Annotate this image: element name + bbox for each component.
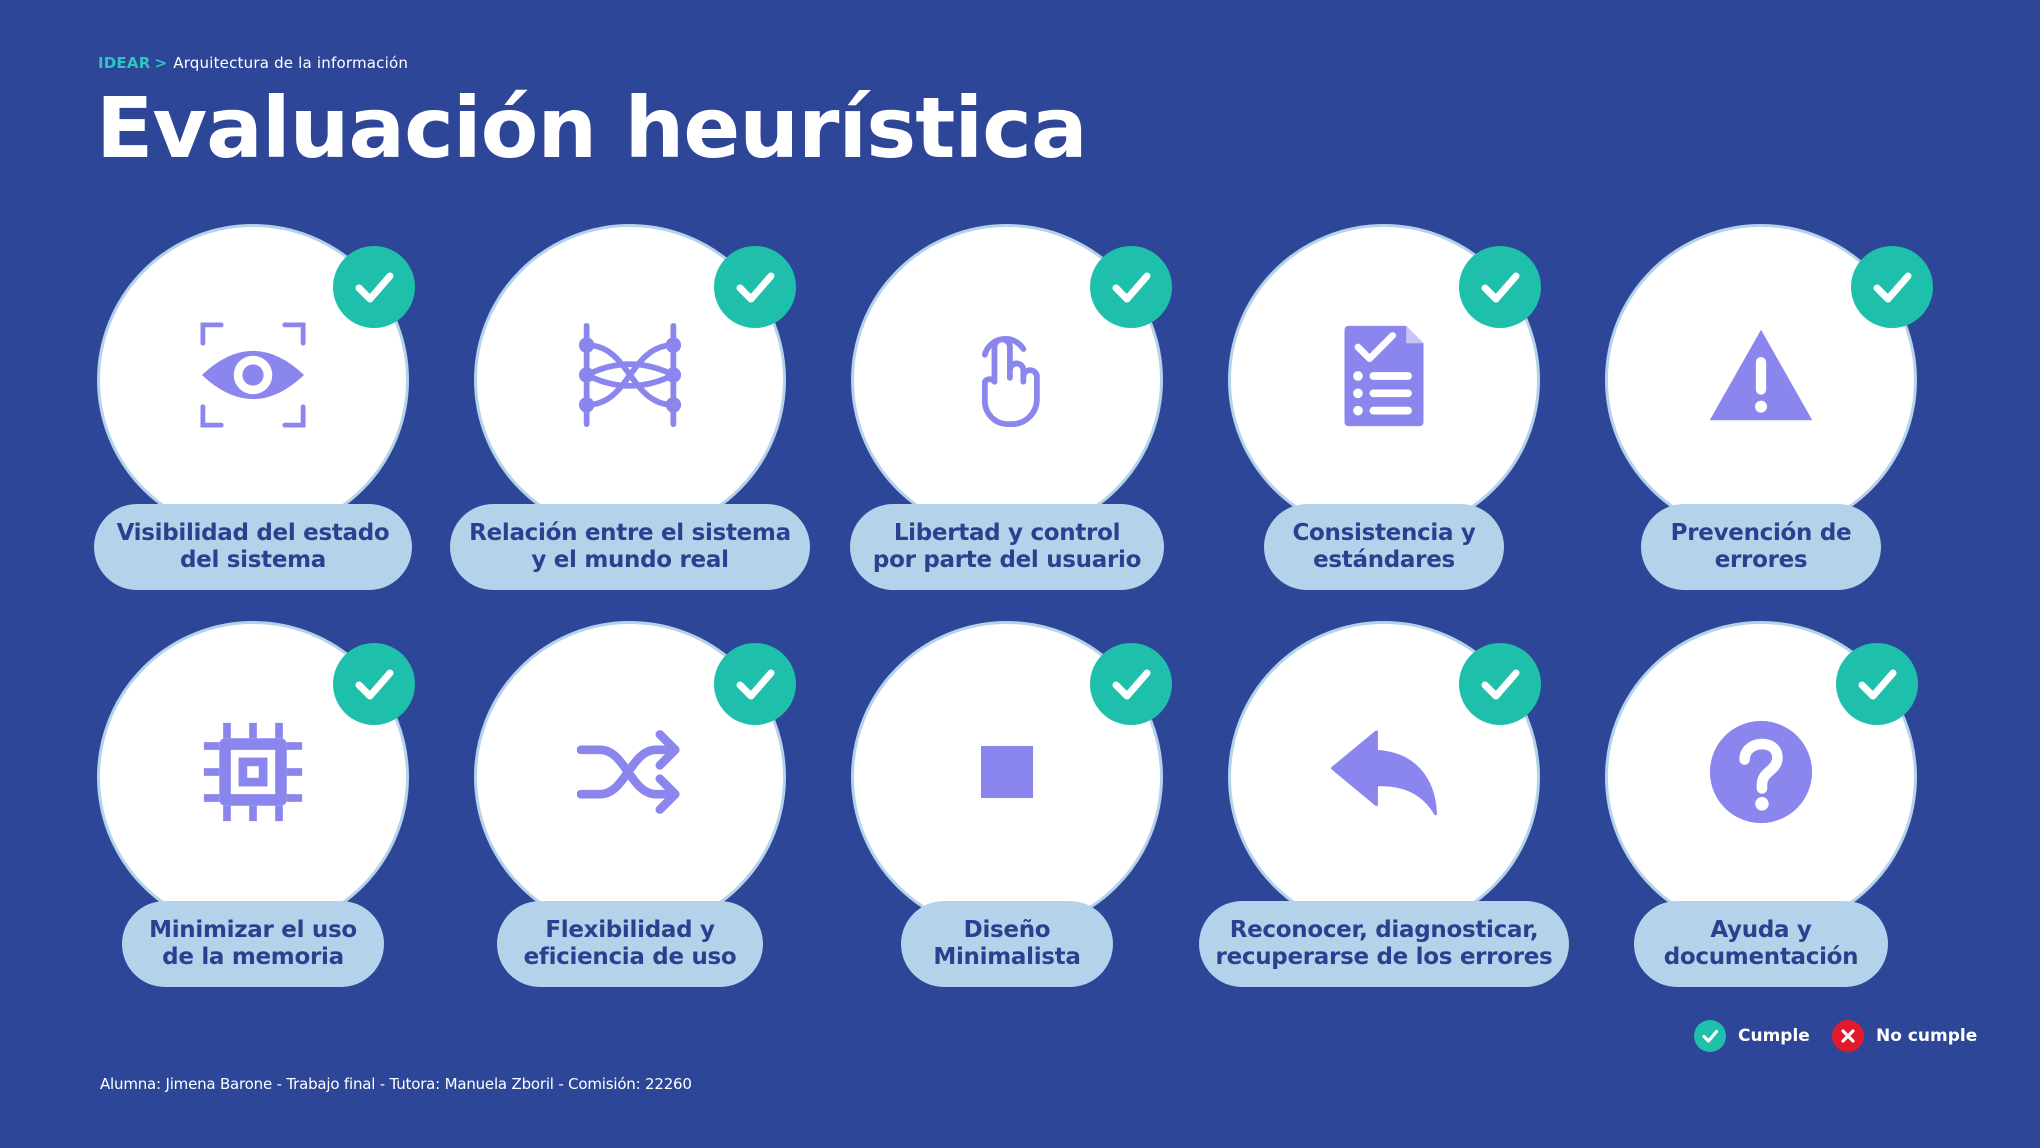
heuristic-label-line2: Minimalista [933, 944, 1081, 970]
close-icon [1832, 1020, 1864, 1052]
heuristic-label-line1: Flexibilidad y [545, 917, 715, 943]
touch-pointer-icon [954, 322, 1060, 428]
reply-arrow-icon [1331, 719, 1437, 825]
heuristic-label-line1: Visibilidad del estado [116, 520, 390, 546]
heuristic-card: Flexibilidad y eficiencia de uso [437, 621, 817, 1001]
help-circle-icon [1708, 719, 1814, 825]
eye-scan-icon [200, 322, 306, 428]
heuristic-card: Visibilidad del estado del sistema [60, 224, 440, 604]
check-icon [714, 643, 796, 725]
check-icon [1459, 643, 1541, 725]
legend-fail-label: No cumple [1876, 1026, 1978, 1046]
square-icon [954, 719, 1060, 825]
legend-fail: No cumple [1832, 1020, 1977, 1052]
heuristic-label: Consistencia y estándares [1264, 504, 1504, 590]
heuristic-label-line2: de la memoria [162, 944, 344, 970]
breadcrumb: IDEAR > Arquitectura de la información [98, 54, 408, 72]
heuristic-label: Relación entre el sistema y el mundo rea… [450, 504, 810, 590]
heuristic-label-line1: Diseño [963, 917, 1051, 943]
heuristic-card: Relación entre el sistema y el mundo rea… [437, 224, 817, 604]
check-icon [1694, 1020, 1726, 1052]
heuristic-card: Libertad y control por parte del usuario [814, 224, 1194, 604]
heuristic-label-line2: por parte del usuario [872, 547, 1142, 573]
heuristic-card: Reconocer, diagnosticar, recuperarse de … [1191, 621, 1571, 1001]
heuristic-label: Ayuda y documentación [1634, 901, 1888, 987]
heuristic-label: Flexibilidad y eficiencia de uso [497, 901, 763, 987]
check-icon [1459, 246, 1541, 328]
heuristic-label: Minimizar el uso de la memoria [122, 901, 384, 987]
heuristic-label-line1: Prevención de [1670, 520, 1852, 546]
heuristic-label: Libertad y control por parte del usuario [850, 504, 1164, 590]
dna-network-icon [577, 322, 683, 428]
heuristic-label: Diseño Minimalista [901, 901, 1113, 987]
legend-pass: Cumple [1694, 1020, 1810, 1052]
heuristic-label-line1: Minimizar el uso [149, 917, 357, 943]
heuristic-label-line2: errores [1714, 547, 1808, 573]
heuristic-card: Prevención de errores [1568, 224, 1948, 604]
check-icon [333, 643, 415, 725]
heuristic-label-line1: Reconocer, diagnosticar, [1229, 917, 1539, 943]
check-icon [333, 246, 415, 328]
check-icon [1090, 643, 1172, 725]
heuristic-label: Visibilidad del estado del sistema [94, 504, 412, 590]
checklist-document-icon [1331, 322, 1437, 428]
heuristic-label: Reconocer, diagnosticar, recuperarse de … [1199, 901, 1569, 987]
check-icon [714, 246, 796, 328]
heuristic-card: Ayuda y documentación [1568, 621, 1948, 1001]
heuristic-label-line2: estándares [1313, 547, 1455, 573]
heuristic-label-line1: Ayuda y [1710, 917, 1812, 943]
heuristic-label-line2: y el mundo real [531, 547, 729, 573]
breadcrumb-separator: > [154, 54, 168, 72]
heuristic-card: Consistencia y estándares [1191, 224, 1571, 604]
heuristic-label: Prevención de errores [1641, 504, 1881, 590]
footer-credits: Alumna: Jimena Barone - Trabajo final - … [100, 1075, 692, 1093]
heuristic-label-line2: eficiencia de uso [523, 944, 737, 970]
memory-chip-icon [200, 719, 306, 825]
shuffle-icon [577, 719, 683, 825]
heuristic-label-line2: del sistema [180, 547, 326, 573]
check-icon [1851, 246, 1933, 328]
heuristic-label-line2: recuperarse de los errores [1215, 944, 1553, 970]
warning-triangle-icon [1708, 322, 1814, 428]
heuristic-card: Minimizar el uso de la memoria [60, 621, 440, 1001]
heuristic-card: Diseño Minimalista [814, 621, 1194, 1001]
breadcrumb-root[interactable]: IDEAR [98, 54, 151, 72]
breadcrumb-current: Arquitectura de la información [173, 54, 409, 72]
legend-pass-label: Cumple [1738, 1026, 1810, 1046]
heuristic-label-line1: Libertad y control [893, 520, 1121, 546]
heuristic-label-line1: Relación entre el sistema [469, 520, 791, 546]
page-title: Evaluación heurística [96, 79, 1088, 177]
heuristic-label-line1: Consistencia y [1292, 520, 1476, 546]
check-icon [1836, 643, 1918, 725]
heuristic-label-line2: documentación [1663, 944, 1859, 970]
check-icon [1090, 246, 1172, 328]
